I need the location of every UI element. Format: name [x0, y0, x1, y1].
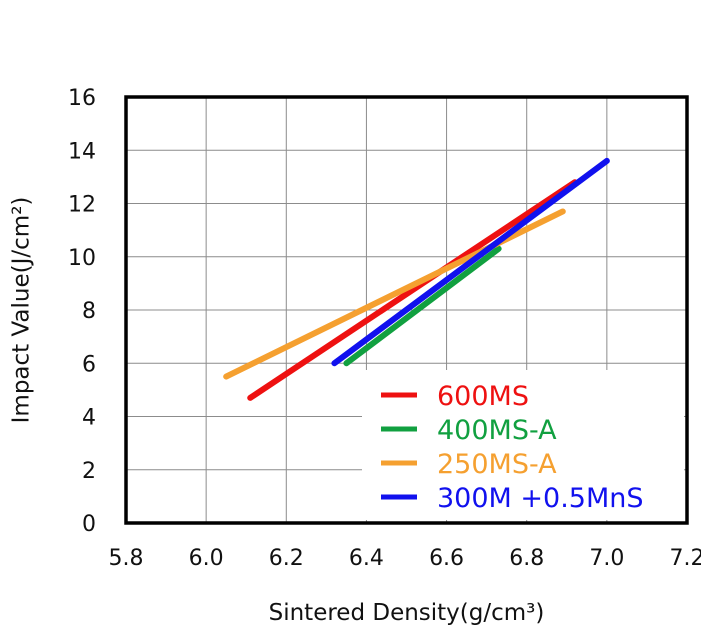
legend-label: 300M +0.5MnS [437, 483, 644, 514]
y-tick-labels: 0 2 4 6 8 10 12 14 16 [68, 86, 96, 537]
series-layer [223, 157, 610, 401]
y-tick-label: 4 [82, 406, 96, 431]
plot-frame [124, 95, 689, 525]
x-tick-label: 6.2 [269, 546, 304, 571]
x-tick-label: 6.8 [509, 546, 544, 571]
x-axis-title: Sintered Density(g/cm³) [269, 600, 545, 626]
x-tick-label: 6.0 [189, 546, 224, 571]
x-tick-label: 7.2 [670, 546, 701, 571]
legend-label: 250MS-A [437, 449, 557, 480]
series-line-4 [331, 157, 610, 367]
legend-label: 400MS-A [437, 415, 557, 446]
y-tick-label: 0 [82, 512, 96, 537]
y-tick-label: 14 [68, 139, 96, 164]
y-tick-label: 2 [82, 459, 96, 484]
x-tick-label: 5.8 [109, 546, 144, 571]
x-tick-label: 6.4 [349, 546, 384, 571]
y-axis-title: Impact Value(J/cm²) [9, 197, 35, 424]
y-tick-label: 12 [68, 193, 96, 218]
y-tick-label: 8 [82, 299, 96, 324]
series-line-2 [343, 245, 502, 367]
x-tick-label: 7.0 [589, 546, 624, 571]
legend-label: 600MS [437, 381, 529, 412]
series-line-1 [247, 179, 578, 401]
y-tick-label: 6 [82, 352, 96, 377]
y-tick-label: 16 [68, 86, 96, 111]
y-tick-label: 10 [68, 246, 96, 271]
x-tick-labels: 5.8 6.0 6.2 6.4 6.6 6.8 7.0 7.2 [109, 546, 701, 571]
x-tick-label: 6.6 [429, 546, 464, 571]
